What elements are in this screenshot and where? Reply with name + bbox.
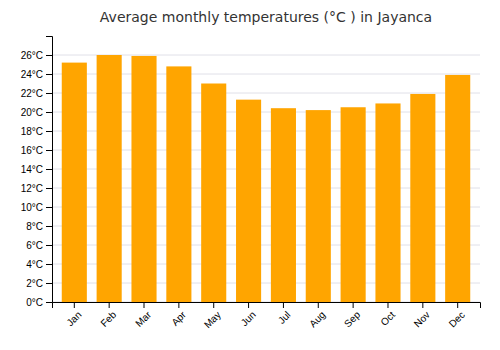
x-tick: Oct <box>378 302 397 328</box>
x-tick-mark <box>283 302 284 308</box>
y-tick: 14°C <box>21 164 52 175</box>
x-tick: Jul <box>276 302 293 326</box>
x-tick-mark <box>213 302 214 308</box>
bar <box>375 103 400 302</box>
x-tick: Nov <box>412 302 432 329</box>
y-tick-mark <box>46 74 52 75</box>
bar <box>201 84 226 303</box>
x-tick-label: Dec <box>447 309 467 329</box>
y-tick-label: 8°C <box>26 221 43 232</box>
x-axis: Jan Feb Mar Apr May Jun Jul Aug Sep Oct Nov Dec <box>53 302 481 330</box>
x-tick: Jun <box>239 302 258 328</box>
y-tick-label: 22°C <box>21 88 43 99</box>
x-tick-mark <box>318 302 319 308</box>
y-tick-label: 16°C <box>21 145 43 156</box>
x-tick-mark <box>457 302 458 308</box>
bar <box>410 94 435 302</box>
y-tick: 0°C <box>26 297 52 308</box>
y-tick-label: 10°C <box>21 202 43 213</box>
x-tick-label: Nov <box>412 309 432 329</box>
y-tick-mark <box>46 264 52 265</box>
y-axis-line <box>46 37 53 303</box>
y-tick-mark <box>46 188 52 189</box>
bar <box>62 63 87 302</box>
x-tick-label: Jun <box>239 309 258 328</box>
x-tick: Aug <box>307 302 327 329</box>
bar <box>271 108 296 302</box>
plot: 0°C 2°C 4°C 6°C 8°C 10°C 12°C 14°C 16°C 18°C 20°C 2… <box>21 37 481 331</box>
x-tick: Dec <box>447 302 467 329</box>
x-tick-mark <box>353 302 354 308</box>
y-tick-label: 2°C <box>26 278 43 289</box>
y-tick-label: 18°C <box>21 126 43 137</box>
y-tick-mark <box>46 207 52 208</box>
y-tick-label: 26°C <box>21 50 43 61</box>
y-tick: 20°C <box>21 107 52 118</box>
y-tick-mark <box>46 226 52 227</box>
x-tick: Jan <box>64 302 83 328</box>
y-tick: 4°C <box>26 259 52 270</box>
y-tick: 6°C <box>26 240 52 251</box>
y-tick: 8°C <box>26 221 52 232</box>
y-tick-label: 14°C <box>21 164 43 175</box>
x-tick: Feb <box>98 302 118 329</box>
x-tick-mark <box>74 302 75 308</box>
x-tick-mark <box>178 302 179 308</box>
y-tick: 10°C <box>21 202 52 213</box>
x-tick-label: Apr <box>169 309 188 328</box>
grid <box>52 55 480 302</box>
y-axis: 0°C 2°C 4°C 6°C 8°C 10°C 12°C 14°C 16°C 18°C 20°C 2… <box>21 37 53 308</box>
x-tick-label: Mar <box>133 309 153 329</box>
x-tick-label: Feb <box>98 309 118 329</box>
y-tick: 16°C <box>21 145 52 156</box>
y-tick-mark <box>46 93 52 94</box>
x-tick-mark <box>387 302 388 308</box>
x-axis-line <box>53 303 481 309</box>
y-tick-mark <box>46 283 52 284</box>
y-tick-mark <box>46 131 52 132</box>
y-tick-label: 6°C <box>26 240 43 251</box>
bar <box>306 110 331 302</box>
x-tick: Apr <box>169 302 188 328</box>
y-tick-label: 12°C <box>21 183 43 194</box>
x-tick-mark <box>422 302 423 308</box>
x-tick: Mar <box>133 302 153 329</box>
x-tick-label: Aug <box>307 309 327 329</box>
y-tick-label: 0°C <box>26 297 43 308</box>
title: Average monthly temperatures (°C ) in Ja… <box>100 9 432 25</box>
bar <box>166 66 191 302</box>
y-tick-mark <box>46 169 52 170</box>
bars <box>62 55 470 302</box>
x-tick-label: Oct <box>378 309 397 328</box>
y-tick: 26°C <box>21 50 52 61</box>
y-tick: 18°C <box>21 126 52 137</box>
y-tick-label: 24°C <box>21 69 43 80</box>
chart: 0°C 2°C 4°C 6°C 8°C 10°C 12°C 14°C 16°C 18°C 20°C 2… <box>0 0 500 350</box>
x-tick-label: Sep <box>342 309 363 330</box>
y-tick: 12°C <box>21 183 52 194</box>
y-tick-label: 4°C <box>26 259 43 270</box>
x-tick-mark <box>144 302 145 308</box>
bar <box>341 107 366 302</box>
bar <box>445 75 470 302</box>
y-tick-mark <box>46 302 52 303</box>
y-tick-label: 20°C <box>21 107 43 118</box>
bar <box>97 55 122 302</box>
x-tick-mark <box>248 302 249 308</box>
x-tick-mark <box>109 302 110 308</box>
bar <box>236 100 261 302</box>
y-tick-mark <box>46 245 52 246</box>
y-tick-mark <box>46 112 52 113</box>
x-tick-label: Jul <box>276 309 293 326</box>
y-tick-mark <box>46 150 52 151</box>
x-tick-label: May <box>202 309 223 330</box>
y-tick: 22°C <box>21 88 52 99</box>
bar <box>131 56 156 302</box>
y-tick: 2°C <box>26 278 52 289</box>
y-tick-mark <box>46 55 52 56</box>
x-tick: May <box>202 302 223 330</box>
x-tick-label: Jan <box>64 309 83 328</box>
y-tick: 24°C <box>21 69 52 80</box>
x-tick: Sep <box>342 302 363 329</box>
